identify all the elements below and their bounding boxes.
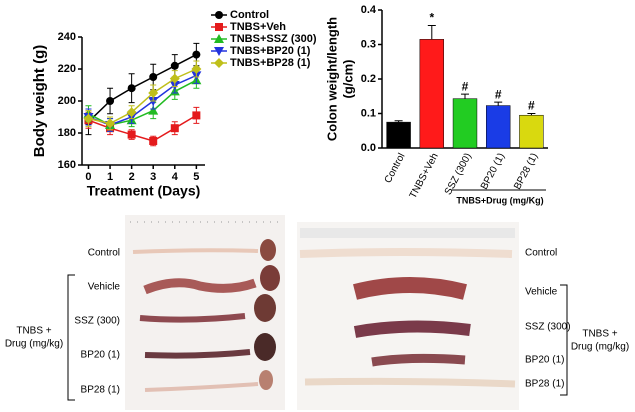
x-tick-label: Control [383,151,408,185]
ruler [300,228,515,238]
photo-label: Control [525,248,557,259]
legend-label: Control [230,9,269,21]
group-label: TNBS+Drug (mg/Kg) [456,195,543,205]
x-tick-label: 5 [193,171,199,183]
group-label: TNBS + [582,329,617,340]
bar [386,121,411,149]
legend-marker [214,58,224,68]
photo-label: SSZ (300) [525,322,571,333]
marker [106,97,115,105]
marker [105,118,116,129]
legend-marker [215,23,223,31]
y-tick-label: 240 [58,31,76,43]
marker [169,73,180,84]
x-tick-label: BP28 (1) [512,151,540,191]
marker [148,88,159,98]
legend-label: TNBS+BP20 (1) [230,45,311,57]
marker [149,137,158,145]
legend-label: TNBS+Veh [230,21,286,33]
error-bar [427,25,436,40]
marker [170,61,179,70]
significance-marker: # [495,87,502,101]
legend-marker [214,34,224,43]
y-tick-label: 160 [58,159,76,171]
photo-label: Control [88,248,120,259]
legend-label: TNBS+SSZ (300) [230,33,317,45]
marker [127,130,136,139]
y-tick-label: 0.0 [361,142,376,154]
photo-panel: Control Vehicle SSZ (300) BP20 (1) BP28 (1) C… [5,215,629,410]
photo-label: BP28 (1) [81,385,120,396]
marker [192,111,201,120]
y-axis-label: Colon weight/length [324,17,339,141]
marker [127,84,136,93]
significance-marker: * [429,11,434,25]
tissue-right [299,248,516,388]
photo-label: BP20 (1) [525,355,564,366]
error-bar [527,113,536,116]
bar [419,39,445,149]
significance-marker: # [462,79,469,93]
tissue-left [132,239,280,392]
y-tick-label: 0.4 [361,4,377,16]
x-tick-label: 0 [85,171,91,183]
group-label: TNBS + [16,326,51,337]
legend-marker [215,11,223,19]
y-axis-label: Body weight (g) [31,45,48,158]
x-tick-label: 4 [172,171,179,183]
error-bar [461,93,469,99]
bar [519,114,544,149]
marker [126,107,137,118]
x-tick-label: TNBS+Veh [408,151,441,200]
marker [83,113,94,124]
legend-label: TNBS+BP28 (1) [230,57,311,69]
marker [148,105,159,115]
y-tick-label: 0.2 [361,73,376,85]
series-line [87,53,197,123]
bar [485,105,511,149]
y-tick-label: 0.3 [361,38,376,50]
legend-marker [214,47,224,56]
y-axis-label: (g/cm) [340,60,355,99]
marker [149,73,158,81]
marker [191,64,202,74]
photo-label: Vehicle [525,287,558,298]
x-axis-label: Treatment (Days) [87,183,201,199]
y-tick-label: 220 [58,63,76,75]
marker [192,50,201,59]
error-bar [494,101,503,106]
y-tick-label: 180 [58,127,76,139]
marker [170,124,179,133]
y-tick-label: 200 [58,95,76,107]
x-tick-label: BP20 (1) [479,151,507,191]
photo-label: BP28 (1) [525,379,564,390]
group-label: Drug (mg/kg) [571,342,629,353]
error-bar [394,120,403,123]
significance-marker: # [528,99,535,113]
photo-label: SSZ (300) [74,316,120,327]
photo-label: Vehicle [88,282,121,293]
x-tick-label: 2 [129,171,135,183]
bracket [67,274,75,401]
group-label: Drug (mg/kg) [5,339,63,350]
x-tick-label: 3 [150,171,156,183]
series-line [88,114,197,142]
bar [452,98,478,149]
y-tick-label: 0.1 [361,107,376,119]
photo-label: BP20 (1) [81,350,120,361]
x-tick-label: 1 [107,171,113,183]
bracket [560,284,568,396]
